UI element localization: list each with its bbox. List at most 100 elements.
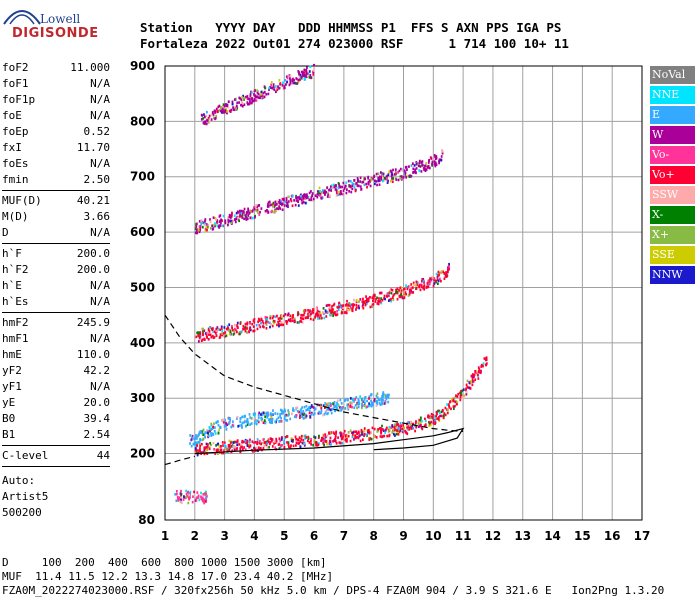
echo-point [390,288,393,291]
echo-point [347,308,349,312]
echo-point [408,290,411,293]
echo-point [411,291,414,294]
echo-point [206,228,208,232]
echo-point [250,217,253,220]
echo-point [200,442,203,446]
echo-point [378,398,381,402]
echo-point [323,316,326,320]
echo-point [437,416,440,419]
echo-point [202,437,205,441]
echo-point [394,423,396,426]
echo-point [260,317,263,321]
echo-point [286,204,288,208]
echo-point [241,415,244,419]
echo-point [341,437,344,440]
echo-point [201,498,204,502]
legend-w: W [650,126,695,144]
echo-point [414,168,417,172]
echo-point [214,117,216,121]
echo-point [298,197,301,201]
echo-point [456,401,459,404]
echo-point [364,396,367,399]
echo-point [384,431,387,434]
echo-point [245,216,247,219]
echo-point [352,183,355,186]
echo-point [236,106,239,110]
echo-point [198,230,201,234]
echo-point [339,190,342,193]
echo-point [248,330,251,333]
echo-point [295,196,298,199]
y-tick-label: 300 [130,391,155,405]
echo-point [315,313,317,317]
param-separator [2,243,110,244]
echo-point [286,313,289,317]
echo-point [370,399,372,403]
echo-point [279,415,282,418]
echo-point [280,416,282,420]
echo-point [440,155,443,158]
echo-point [348,185,351,188]
echo-point [337,436,340,439]
echo-point [287,312,290,315]
echo-point [280,438,283,441]
echo-point [363,183,366,187]
echo-point [225,334,227,337]
echo-point [255,99,258,102]
echo-point [273,440,276,443]
echo-point [304,316,307,320]
echo-point [241,104,244,108]
echo-point [248,212,250,215]
echo-point [303,416,306,420]
echo-point [240,330,243,334]
echo-point [246,322,249,326]
echo-point [404,291,407,294]
x-tick-label: 12 [485,529,502,543]
echo-point [298,72,300,76]
echo-point [375,404,378,407]
echo-point [202,333,204,337]
echo-point [310,190,312,193]
echo-point [375,399,377,403]
echo-point [175,499,178,503]
echo-point [331,407,334,411]
echo-point [263,444,266,447]
echo-point [445,275,448,278]
echo-point [246,420,248,424]
echo-point [403,169,406,172]
param-row: h`Es N/A [2,294,110,310]
echo-point [300,198,303,202]
echo-point [267,414,269,417]
echo-point [258,213,261,216]
echo-point [364,300,367,303]
echo-point [283,417,286,420]
echo-point [477,366,480,369]
echo-point [229,330,232,334]
echo-point [250,422,253,425]
param-row: foF1 N/A [2,76,110,92]
echo-point [242,440,245,444]
echo-point [279,207,282,210]
echo-point [221,332,224,335]
echo-point [390,299,393,303]
echo-point [267,211,270,214]
echo-point [197,496,200,499]
echo-point [177,499,180,502]
echo-point [281,202,284,205]
echo-point [404,171,407,174]
echo-point [381,174,384,178]
param-row: yE 20.0 [2,395,110,411]
echo-point [404,429,407,433]
echo-point [441,150,444,153]
echo-point [247,207,250,211]
echo-point [281,208,284,212]
echo-point [354,436,357,440]
echo-point [200,219,203,223]
echo-point [335,313,337,317]
echo-point [207,327,210,331]
echo-point [417,425,420,428]
echo-point [398,294,401,298]
echo-point [260,94,263,98]
echo-point [426,282,429,285]
echo-point [240,214,243,218]
